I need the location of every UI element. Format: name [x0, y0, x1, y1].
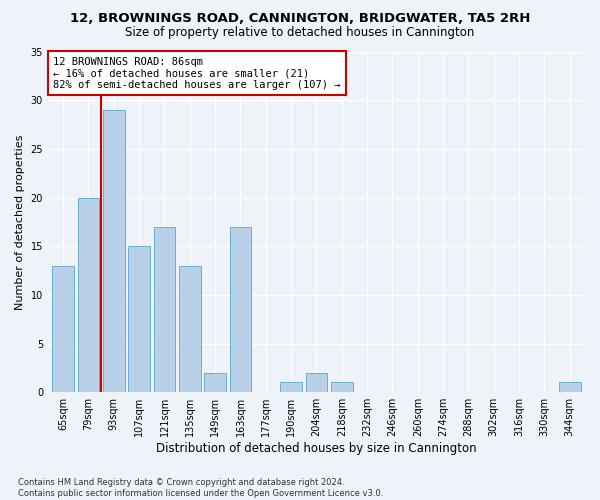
Text: Contains HM Land Registry data © Crown copyright and database right 2024.
Contai: Contains HM Land Registry data © Crown c…: [18, 478, 383, 498]
Bar: [128, 246, 150, 392]
Bar: [305, 372, 327, 392]
Bar: [179, 266, 200, 392]
Bar: [230, 226, 251, 392]
Bar: [559, 382, 581, 392]
Bar: [103, 110, 125, 392]
Bar: [280, 382, 302, 392]
Bar: [154, 226, 175, 392]
Bar: [205, 372, 226, 392]
Bar: [331, 382, 353, 392]
X-axis label: Distribution of detached houses by size in Cannington: Distribution of detached houses by size …: [156, 442, 477, 455]
Bar: [77, 198, 99, 392]
Bar: [52, 266, 74, 392]
Text: 12 BROWNINGS ROAD: 86sqm
← 16% of detached houses are smaller (21)
82% of semi-d: 12 BROWNINGS ROAD: 86sqm ← 16% of detach…: [53, 56, 341, 90]
Y-axis label: Number of detached properties: Number of detached properties: [15, 134, 25, 310]
Text: 12, BROWNINGS ROAD, CANNINGTON, BRIDGWATER, TA5 2RH: 12, BROWNINGS ROAD, CANNINGTON, BRIDGWAT…: [70, 12, 530, 26]
Text: Size of property relative to detached houses in Cannington: Size of property relative to detached ho…: [125, 26, 475, 39]
